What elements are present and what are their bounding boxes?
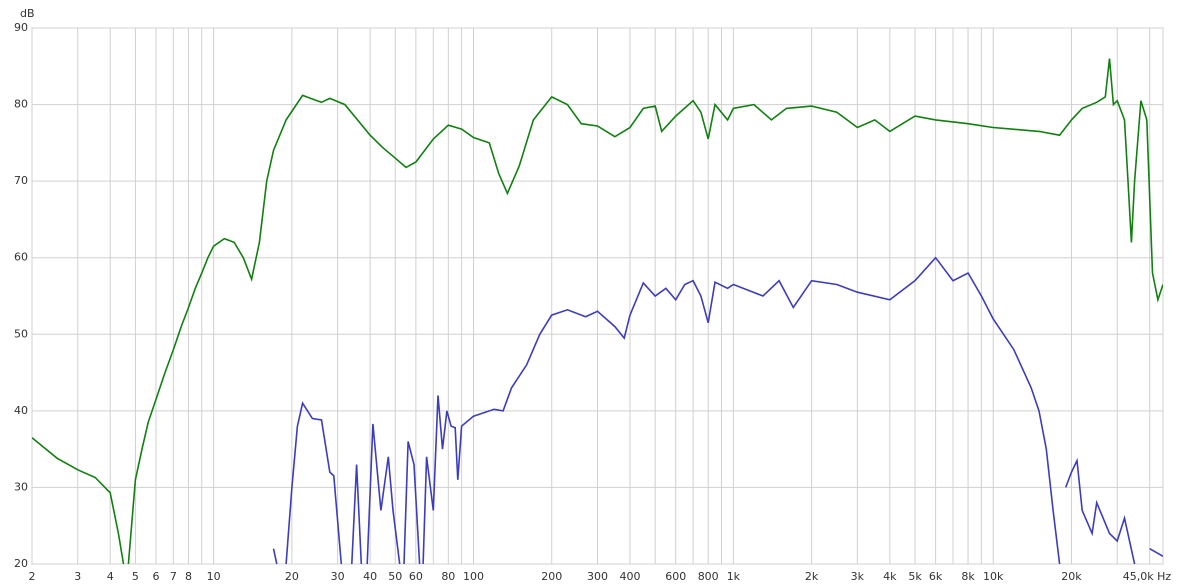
x-tick-label: 600 <box>665 570 686 583</box>
x-tick-label: 4k <box>883 570 897 583</box>
x-tick-label: 30 <box>331 570 345 583</box>
x-tick-label: 300 <box>587 570 608 583</box>
y-tick-label: 30 <box>14 480 28 493</box>
y-tick-label: 80 <box>14 98 28 111</box>
x-tick-label: 2 <box>29 570 36 583</box>
y-tick-label: 50 <box>14 327 28 340</box>
x-tick-label: 8 <box>185 570 192 583</box>
x-tick-label: 3 <box>74 570 81 583</box>
series-line <box>32 58 1163 564</box>
y-tick-label: 20 <box>14 557 28 570</box>
x-tick-label: 10k <box>983 570 1004 583</box>
x-tick-label: 40 <box>363 570 377 583</box>
x-tick-label: 60 <box>409 570 423 583</box>
x-tick-label: 80 <box>441 570 455 583</box>
x-tick-label: 1k <box>727 570 741 583</box>
y-axis-label: dB <box>20 7 35 20</box>
x-tick-label: 7 <box>170 570 177 583</box>
x-tick-label: 50 <box>388 570 402 583</box>
y-tick-label: 70 <box>14 174 28 187</box>
series-line <box>272 256 1163 564</box>
x-tick-label: 5k <box>908 570 922 583</box>
x-tick-label: 200 <box>541 570 562 583</box>
y-tick-label: 60 <box>14 251 28 264</box>
x-tick-label: 800 <box>698 570 719 583</box>
x-tick-label: 4 <box>107 570 114 583</box>
y-tick-label: 90 <box>14 21 28 34</box>
x-tick-label: 5 <box>132 570 139 583</box>
x-tick-label: 2k <box>805 570 819 583</box>
x-tick-label: 400 <box>619 570 640 583</box>
x-tick-label: 8k <box>961 570 975 583</box>
x-tick-label: 100 <box>463 570 484 583</box>
x-tick-label: 45,0k Hz <box>1123 570 1172 583</box>
x-tick-label: 10 <box>207 570 221 583</box>
y-tick-label: 40 <box>14 404 28 417</box>
x-tick-label: 6k <box>929 570 943 583</box>
x-tick-label: 6 <box>152 570 159 583</box>
x-tick-label: 20 <box>285 570 299 583</box>
x-tick-label: 3k <box>851 570 865 583</box>
x-tick-label: 20k <box>1061 570 1082 583</box>
